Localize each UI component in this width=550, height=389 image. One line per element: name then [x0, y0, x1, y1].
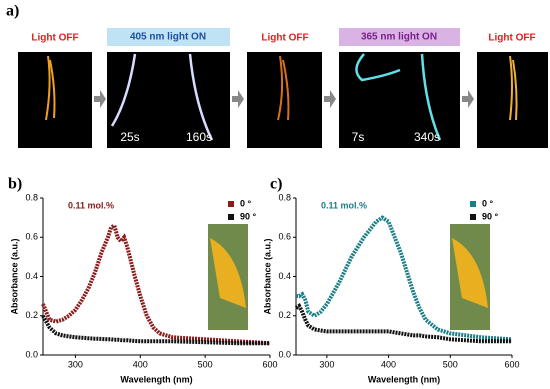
y-tick-label: 0.4: [278, 271, 291, 281]
x-tick-label: 400: [381, 359, 396, 369]
x-tick-label: 600: [262, 359, 277, 369]
fiber: [509, 55, 518, 121]
panel-a: a) Light OFF 405 nm light ON Light OFF 3…: [6, 3, 548, 148]
arrow: [232, 90, 244, 108]
legend-label: 90 °: [240, 211, 257, 221]
y-tick-label: 0.6: [25, 232, 38, 242]
stage-label: Light OFF: [488, 33, 535, 44]
y-tick-label: 0.2: [278, 310, 291, 320]
arrow: [94, 90, 106, 108]
legend-marker: [470, 201, 476, 207]
label-box: [107, 28, 230, 46]
y-tick-label: 0.6: [278, 232, 291, 242]
series-line: [294, 303, 512, 344]
legend-label: 0 °: [482, 198, 494, 208]
y-tick-label: 0.2: [25, 310, 38, 320]
stage-label: 405 nm light ON: [130, 32, 206, 43]
x-tick-label: 600: [504, 359, 519, 369]
x-axis-label: Wavelength (nm): [368, 374, 440, 384]
panel-label: c): [270, 176, 282, 193]
time-label: 7s: [352, 130, 365, 144]
x-tick-label: 400: [133, 359, 148, 369]
x-axis-label: Wavelength (nm): [120, 374, 192, 384]
series-line: [41, 314, 270, 346]
fiber: [355, 53, 442, 141]
inset-flower: [210, 238, 246, 308]
y-axis-label: Absorbance (a.u.): [9, 238, 19, 314]
series-line: [296, 215, 513, 342]
arrow: [462, 90, 474, 108]
annotation: 0.11 mol.%: [68, 200, 114, 210]
fiber: [110, 53, 214, 141]
y-tick-label: 0.0: [25, 349, 38, 359]
stage-label: Light OFF: [261, 33, 308, 44]
time-label: 25s: [120, 130, 139, 144]
stage-label: 365 nm light ON: [361, 32, 437, 43]
panel-label: b): [8, 176, 22, 193]
y-tick-label: 0.8: [278, 192, 291, 202]
x-tick-label: 300: [319, 359, 334, 369]
legend-label: 0 °: [240, 198, 252, 208]
fiber: [277, 55, 290, 121]
legend-marker: [228, 214, 234, 220]
inset-flower: [452, 238, 488, 308]
photo: [339, 52, 460, 148]
stage-label: Light OFF: [31, 33, 78, 44]
fiber: [45, 55, 56, 121]
series-line: [41, 222, 271, 346]
label-box: [339, 28, 460, 46]
legend-marker: [228, 201, 234, 207]
arrow: [324, 90, 336, 108]
x-tick-label: 300: [68, 359, 83, 369]
legend-label: 90 °: [482, 211, 499, 221]
panel-label: a): [6, 3, 19, 20]
x-tick-label: 500: [443, 359, 458, 369]
legend-marker: [470, 214, 476, 220]
annotation: 0.11 mol.%: [321, 200, 367, 210]
y-axis-label: Absorbance (a.u.): [262, 238, 272, 314]
x-tick-label: 500: [198, 359, 213, 369]
y-tick-label: 0.0: [278, 349, 291, 359]
time-label: 160s: [186, 130, 212, 144]
y-tick-label: 0.8: [25, 192, 38, 202]
y-tick-label: 0.4: [25, 271, 38, 281]
time-label: 340s: [414, 130, 440, 144]
